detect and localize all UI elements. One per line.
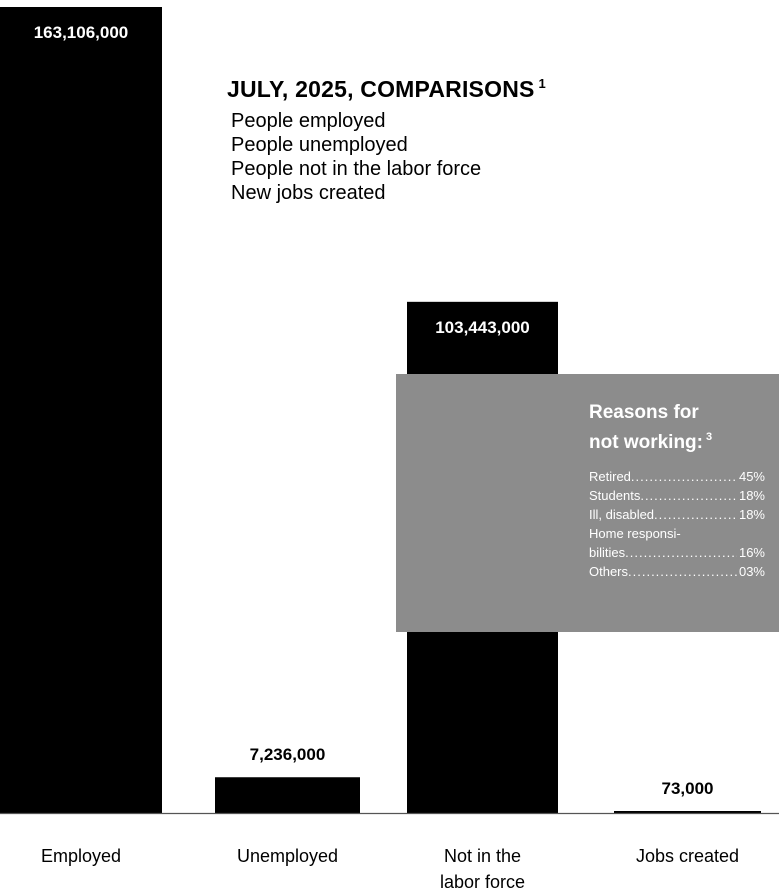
reasons-footnote: 3 [705, 431, 713, 443]
bar-jobs-created [614, 811, 761, 813]
value-label-employed: 163,106,000 [34, 23, 129, 42]
value-label-jobs-created: 73,000 [662, 779, 714, 798]
category-label-employed: Employed [41, 846, 121, 866]
category-label-not-in-labor-force-2: labor force [440, 872, 525, 892]
reason-row-others: Others03% [589, 562, 765, 581]
title-footnote: 1 [538, 76, 546, 91]
reason-row-home-resp: bilities16% [589, 543, 765, 562]
reason-row-students: Students18% [589, 486, 765, 505]
legend-item-new-jobs: New jobs created [231, 182, 386, 204]
reason-row-ill-disabled: Ill, disabled18% [589, 505, 765, 524]
reasons-annotation: Reasons for not working:3 Retired45% Stu… [589, 401, 765, 581]
category-label-not-in-labor-force-1: Not in the [444, 846, 521, 866]
reason-row-home-resp-line1: Home responsi- [589, 526, 681, 541]
legend-item-not-in-labor-force: People not in the labor force [231, 158, 482, 180]
bar-employed [0, 7, 162, 813]
bar-unemployed [215, 777, 360, 813]
value-label-not-in-labor-force: 103,443,000 [435, 318, 530, 337]
category-label-unemployed: Unemployed [237, 846, 338, 866]
category-label-jobs-created: Jobs created [636, 846, 739, 866]
reasons-title: Reasons for not working: 3 [589, 402, 713, 453]
chart-legend: JULY, 2025, COMPARISONS 1 People employed… [227, 76, 546, 205]
legend-item-employed: People employed [231, 110, 386, 132]
value-label-unemployed: 7,236,000 [250, 745, 326, 764]
reasons-list: Retired45% Students18% Ill, disabled18% … [589, 467, 765, 581]
chart-title: JULY, 2025, COMPARISONS 1 [227, 76, 546, 102]
reason-row-retired: Retired45% [589, 467, 765, 486]
legend-item-unemployed: People unemployed [231, 134, 408, 156]
